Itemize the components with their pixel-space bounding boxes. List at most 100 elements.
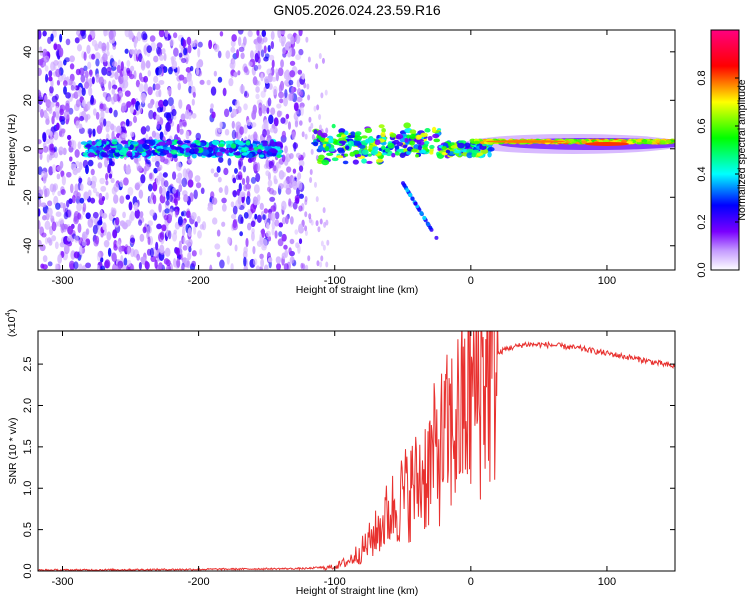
heatmap-cell [260, 258, 265, 268]
heatmap-cell [87, 61, 92, 70]
heatmap-cell [318, 154, 325, 160]
heatmap-cell [241, 147, 250, 151]
heatmap-cell [231, 108, 237, 117]
heatmap-cell [182, 245, 188, 251]
heatmap-cell [278, 91, 284, 99]
heatmap-cell [263, 264, 269, 270]
heatmap-cell [298, 205, 303, 212]
heatmap-cell [191, 153, 197, 159]
heatmap-cell [233, 152, 241, 156]
heatmap-cell [51, 115, 55, 125]
heatmap-cell [480, 148, 489, 154]
heatmap-cell [225, 50, 231, 59]
heatmap-cell [381, 152, 387, 156]
heatmap-cell [95, 73, 100, 79]
heatmap-cell [239, 191, 246, 198]
heatmap-cell [336, 133, 342, 138]
heatmap-cell [76, 202, 82, 212]
heatmap-cell [50, 142, 54, 153]
heatmap-cell [67, 134, 72, 141]
heatmap-cell [65, 38, 71, 46]
heatmap-cell [261, 228, 265, 238]
heatmap-cell [138, 262, 142, 270]
heatmap-cell [236, 188, 241, 196]
heatmap-cell [298, 159, 305, 167]
heatmap-cell [358, 144, 366, 149]
heatmap-cell [132, 115, 138, 124]
heatmap-cell [126, 60, 131, 68]
heatmap-cell [265, 159, 269, 169]
heatmap-cell [149, 35, 156, 42]
heatmap-cell [187, 112, 192, 120]
y-tick-label: 0.0 [22, 563, 34, 578]
heatmap-cell [142, 226, 147, 234]
x-tick-label: -300 [51, 576, 73, 588]
heatmap-cell [53, 131, 59, 141]
y-tick-label: 20 [22, 94, 34, 106]
heatmap-cell [318, 114, 322, 121]
heatmap-cell [78, 177, 83, 184]
heatmap-cell [267, 44, 271, 53]
heatmap-cell [78, 161, 83, 171]
heatmap-cell [63, 59, 67, 66]
heatmap-cell [69, 183, 74, 194]
heatmap-cell [51, 95, 58, 103]
heatmap-cell [302, 152, 306, 159]
heatmap-cell [659, 140, 666, 144]
heatmap-cell [424, 128, 431, 133]
heatmap-cell [281, 130, 286, 139]
heatmap-cell [336, 147, 345, 152]
heatmap-cell [310, 148, 314, 155]
heatmap-cell [331, 123, 336, 129]
heatmap-cell [42, 48, 48, 58]
heatmap-cell [78, 67, 85, 76]
heatmap-cell [289, 216, 294, 225]
heatmap-cell [134, 209, 141, 219]
heatmap-cell [266, 106, 270, 114]
heatmap-cell [177, 82, 182, 91]
heatmap-cell [315, 220, 319, 227]
snr-panel: -300 -200 -100 0 100 0.0 0.5 1.0 1.5 2.0 2.5 Heig… [3, 309, 676, 597]
heatmap-cell [194, 221, 198, 228]
heatmap-cell [252, 258, 258, 266]
heatmap-cell [256, 30, 260, 36]
heatmap-cell [90, 197, 96, 204]
heatmap-cell [253, 131, 258, 141]
heatmap-cell [177, 216, 183, 226]
heatmap-cell [328, 147, 336, 152]
heatmap-cell [38, 89, 42, 99]
heatmap-cell [106, 231, 112, 241]
heatmap-cell [130, 264, 135, 270]
heatmap-cell [180, 264, 185, 270]
heatmap-cell [285, 113, 290, 120]
heatmap-cell [409, 133, 416, 140]
heatmap-cell [187, 251, 192, 261]
heatmap-cell [328, 138, 334, 144]
heatmap-cell [207, 205, 214, 212]
heatmap-cell [295, 152, 302, 159]
heatmap-cell [46, 154, 50, 163]
heatmap-cell [151, 156, 156, 163]
heatmap-cell [76, 192, 81, 200]
heatmap-cell [155, 241, 159, 251]
heatmap-cell [113, 183, 120, 192]
heatmap-cell [406, 134, 411, 139]
heatmap-cell [260, 90, 266, 98]
x-tick-label: -200 [188, 576, 210, 588]
spectrogram-y-ticks: -40 -20 0 20 40 [22, 46, 675, 254]
heatmap-cell [187, 227, 192, 238]
heatmap-cell [112, 44, 117, 50]
heatmap-cell [192, 91, 196, 98]
heatmap-cell [409, 140, 415, 146]
heatmap-cell [307, 56, 311, 63]
heatmap-cell [310, 122, 314, 129]
heatmap-cell [155, 175, 161, 186]
heatmap-cell [112, 61, 118, 68]
heatmap-cell [146, 45, 152, 54]
heatmap-cell [81, 99, 86, 107]
heatmap-cell [307, 255, 311, 262]
heatmap-cell [57, 190, 62, 197]
heatmap-cell [213, 43, 220, 53]
heatmap-cell [94, 43, 99, 51]
heatmap-cell [228, 77, 234, 87]
